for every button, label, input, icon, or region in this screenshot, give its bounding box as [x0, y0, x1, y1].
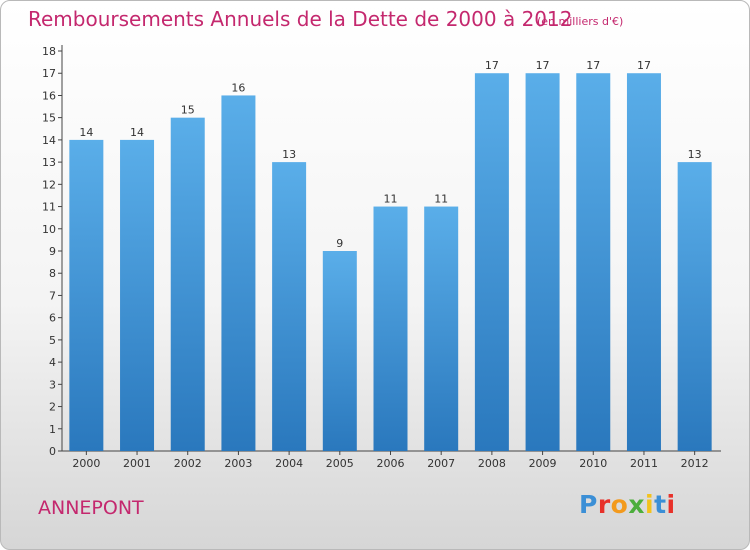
y-tick-label: 6 — [49, 312, 56, 325]
data-label: 17 — [637, 59, 651, 72]
bar — [272, 162, 307, 451]
x-tick-label: 2006 — [377, 457, 405, 470]
y-tick-label: 3 — [49, 378, 56, 391]
y-tick-label: 13 — [42, 156, 56, 169]
bar — [373, 206, 408, 451]
data-label: 13 — [688, 148, 702, 161]
y-tick-label: 2 — [49, 401, 56, 414]
y-tick-label: 1 — [49, 423, 56, 436]
y-tick-label: 11 — [42, 201, 56, 214]
x-tick-label: 2002 — [174, 457, 202, 470]
data-label: 15 — [181, 104, 195, 117]
bar — [626, 73, 661, 451]
x-tick-label: 2000 — [72, 457, 100, 470]
bar — [322, 251, 357, 451]
logo-letter: o — [610, 490, 629, 519]
y-tick-label: 16 — [42, 89, 56, 102]
y-tick-label: 9 — [49, 245, 56, 258]
x-tick-label: 2012 — [681, 457, 709, 470]
y-tick-label: 15 — [42, 112, 56, 125]
x-tick-label: 2011 — [630, 457, 658, 470]
y-tick-label: 8 — [49, 267, 56, 280]
logo-letter: r — [597, 490, 611, 519]
bar — [170, 117, 205, 452]
y-tick-label: 4 — [49, 356, 56, 369]
y-tick-label: 7 — [49, 289, 56, 302]
y-tick-label: 14 — [42, 134, 56, 147]
data-label: 17 — [485, 59, 499, 72]
x-tick-label: 2004 — [275, 457, 303, 470]
x-tick-label: 2005 — [326, 457, 354, 470]
data-label: 17 — [586, 59, 600, 72]
commune-name: ANNEPONT — [38, 497, 144, 519]
data-label: 17 — [536, 59, 550, 72]
x-tick-label: 2009 — [529, 457, 557, 470]
data-label: 13 — [282, 148, 296, 161]
bar — [120, 139, 155, 451]
logo-letter: i — [645, 490, 655, 519]
y-tick-label: 17 — [42, 67, 56, 80]
data-label: 14 — [79, 126, 93, 139]
chart-title: Remboursements Annuels de la Dette de 20… — [28, 7, 573, 31]
y-tick-label: 18 — [42, 45, 56, 58]
y-tick-label: 10 — [42, 223, 56, 236]
bar — [677, 162, 712, 451]
logo-letter: i — [666, 490, 676, 519]
bar — [576, 73, 611, 451]
bar — [69, 139, 104, 451]
proxiti-logo: Proxiti — [579, 490, 676, 519]
logo-letter: P — [579, 490, 598, 519]
x-tick-label: 2007 — [427, 457, 455, 470]
bar — [474, 73, 509, 451]
bar — [424, 206, 459, 451]
logo-letter: t — [654, 490, 667, 519]
y-tick-label: 0 — [49, 445, 56, 458]
y-tick-label: 12 — [42, 178, 56, 191]
chart-subtitle: (en milliers d'€) — [537, 15, 624, 28]
bar — [221, 95, 256, 451]
data-label: 11 — [434, 193, 448, 206]
x-tick-label: 2003 — [224, 457, 252, 470]
x-tick-label: 2001 — [123, 457, 151, 470]
data-label: 16 — [231, 81, 245, 94]
x-tick-label: 2010 — [579, 457, 607, 470]
x-tick-label: 2008 — [478, 457, 506, 470]
data-label: 9 — [336, 237, 343, 250]
bar — [525, 73, 560, 451]
data-label: 14 — [130, 126, 144, 139]
y-tick-label: 5 — [49, 334, 56, 347]
data-label: 11 — [384, 193, 398, 206]
logo-letter: x — [628, 490, 645, 519]
